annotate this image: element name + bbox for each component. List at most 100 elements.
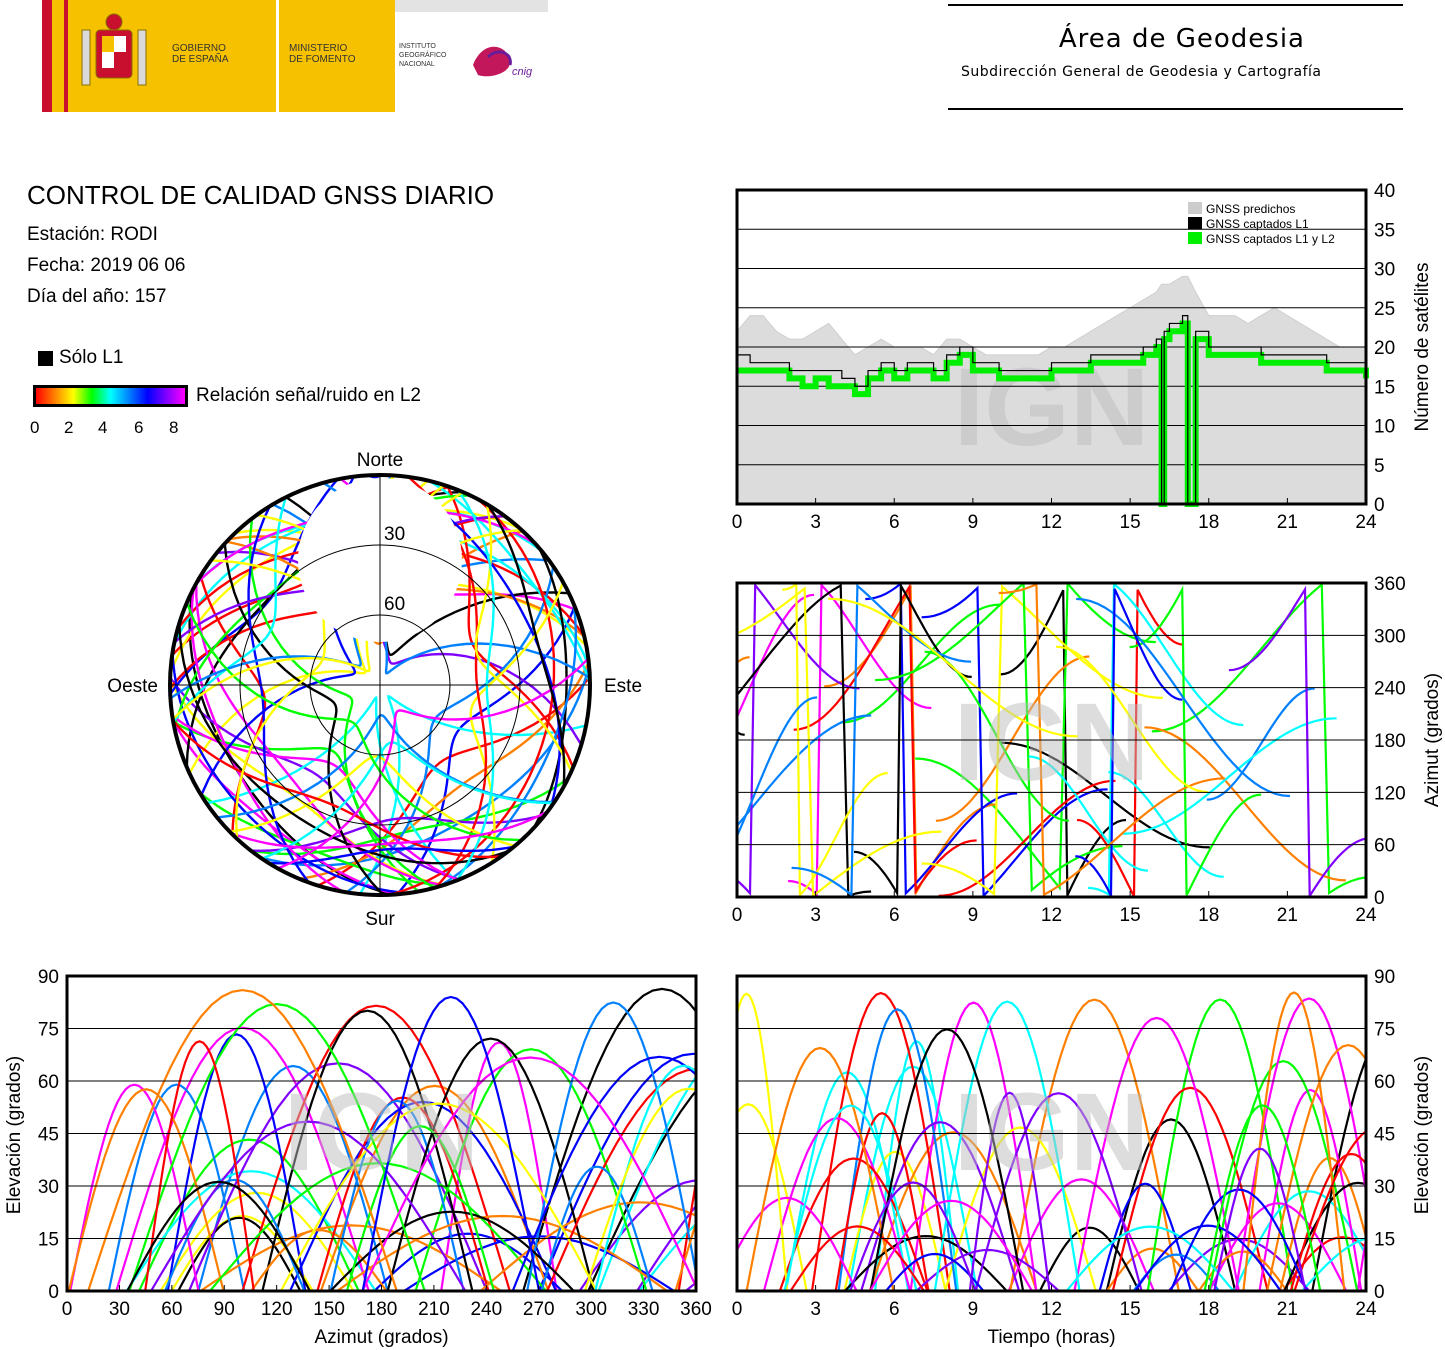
elev-az-track	[546, 1068, 696, 1291]
elev-az-xtick-label: 240	[470, 1299, 502, 1320]
ring-label-60: 60	[384, 594, 405, 615]
elev-az-track	[126, 1180, 311, 1291]
elev-time-track	[869, 1028, 1025, 1291]
station-label: Estación: RODI	[27, 224, 158, 245]
elev-az-track	[479, 1201, 696, 1291]
azimuth-xtick-label: 0	[732, 905, 743, 926]
flag-stripe	[64, 0, 68, 112]
elev-time-track	[1009, 998, 1180, 1291]
elev-az-xtick-label: 0	[62, 1299, 73, 1320]
elev-az-xtick-label: 60	[161, 1299, 182, 1320]
elev-az-track	[197, 1064, 389, 1291]
elev-time-track	[843, 1150, 947, 1291]
azimuth-track	[1076, 597, 1291, 798]
elev-az-track	[361, 1056, 696, 1291]
azimuth-track	[841, 603, 1000, 724]
ign-line: NACIONAL	[399, 61, 435, 68]
elev-time-ytick-label: 0	[1374, 1282, 1385, 1303]
azimuth-track	[1144, 726, 1346, 882]
snr-tick: 2	[64, 418, 74, 437]
elev-az-track	[329, 1099, 465, 1291]
elev-time-xtick-label: 0	[732, 1299, 743, 1320]
sat-track	[299, 661, 590, 880]
elev-time-track	[1065, 1225, 1235, 1291]
satellites-ytick-label: 10	[1374, 417, 1395, 438]
elev-time-xtick-label: 3	[810, 1299, 821, 1320]
azimuth-xtick-label: 21	[1277, 905, 1298, 926]
azimuth-track	[1000, 589, 1127, 896]
sat-track	[277, 657, 590, 870]
elev-az-track	[166, 1033, 307, 1291]
elev-time-plot-frame	[735, 974, 1368, 1293]
page-header: GOBIERNO DE ESPAÑA MINISTERIO DE FOMENTO…	[0, 0, 1445, 120]
elev-az-track	[319, 1084, 550, 1291]
azimuth-ylabel: Azimut (grados)	[1422, 673, 1443, 807]
elev-az-xtick-label: 90	[214, 1299, 235, 1320]
elev-az-track	[199, 1224, 502, 1291]
elev-time-track	[1258, 1088, 1363, 1291]
snr-label: Relación señal/ruido en L2	[196, 385, 421, 406]
elev-time-track	[1293, 1129, 1366, 1291]
legend-swatch	[1188, 202, 1202, 214]
legend-l1-only: Sólo L1	[38, 347, 123, 369]
elev-time-track	[1208, 1202, 1348, 1291]
elev-time-track	[1007, 1178, 1155, 1291]
azimuth-xtick-label: 24	[1355, 905, 1377, 926]
sat-track	[474, 504, 573, 773]
elev-time-track	[789, 1225, 925, 1291]
azimuth-ytick-label: 0	[1374, 888, 1385, 909]
elev-time-track	[737, 1196, 858, 1291]
elev-time-xtick-label: 9	[968, 1299, 979, 1320]
sat-track	[178, 622, 509, 865]
azimuth-track	[782, 583, 888, 897]
skyplot-outer-ring	[168, 473, 592, 897]
satellites-ytick-label: 5	[1374, 456, 1385, 477]
direction-north: Norte	[357, 450, 403, 471]
ign-line: GEOGRÁFICO	[399, 52, 447, 59]
elev-az-track	[526, 1001, 696, 1291]
azimuth-track	[875, 583, 1123, 893]
azimuth-track	[1028, 755, 1149, 872]
azimuth-xtick-label: 9	[968, 905, 979, 926]
legend-entry: GNSS predichos	[1206, 202, 1295, 216]
azimuth-track	[1122, 717, 1337, 835]
coat-of-arms-icon	[81, 13, 147, 86]
elev-time-track	[783, 1104, 918, 1291]
satellites-ytick-label: 40	[1374, 181, 1395, 202]
azimuth-track	[737, 583, 860, 897]
elev-az-track	[261, 1009, 474, 1291]
azimuth-track	[737, 696, 818, 839]
snr-colorbar	[33, 385, 188, 407]
azimuth-track	[938, 779, 1116, 897]
ministry-name: MINISTERIO DE FOMENTO	[289, 43, 355, 65]
flag-stripe	[52, 0, 64, 112]
azimuth-axes: 0 60 120 180 240 300 360 0 3 6 9 12 15 18 21 24	[732, 574, 1406, 926]
elev-time-xtick-label: 18	[1198, 1299, 1219, 1320]
elev-az-xtick-label: 330	[628, 1299, 660, 1320]
snr-tick: 0	[30, 418, 40, 437]
elev-time-track	[1242, 991, 1346, 1291]
azimuth-ytick-label: 120	[1374, 783, 1406, 804]
satellites-ytick-label: 35	[1374, 220, 1395, 241]
sat-track	[487, 504, 566, 788]
elev-time-track	[869, 1199, 1033, 1291]
header-rule-bottom	[948, 108, 1403, 110]
azimuth-ytick-label: 180	[1374, 731, 1406, 752]
elev-time-track	[778, 1157, 929, 1291]
satellites-xtick-label: 12	[1041, 512, 1062, 533]
elev-az-ytick-label: 15	[38, 1230, 59, 1251]
elev-az-ylabel: Elevación (grados)	[4, 1056, 25, 1214]
azimuth-ytick-label: 60	[1374, 836, 1395, 857]
satellites-xtick-label: 24	[1355, 512, 1377, 533]
azimuth-track	[793, 583, 977, 895]
sat-track	[216, 713, 555, 819]
elev-az-track	[107, 1083, 246, 1291]
legend-entry: GNSS captados L1	[1206, 217, 1309, 231]
satellites-xtick-label: 6	[889, 512, 900, 533]
elev-az-track	[69, 1083, 200, 1291]
elev-time-track	[745, 1046, 895, 1291]
elev-time-track	[1301, 1237, 1366, 1291]
header-rule-top	[948, 4, 1403, 6]
elev-time-track	[933, 1000, 1081, 1291]
azimuth-track	[1108, 771, 1224, 878]
